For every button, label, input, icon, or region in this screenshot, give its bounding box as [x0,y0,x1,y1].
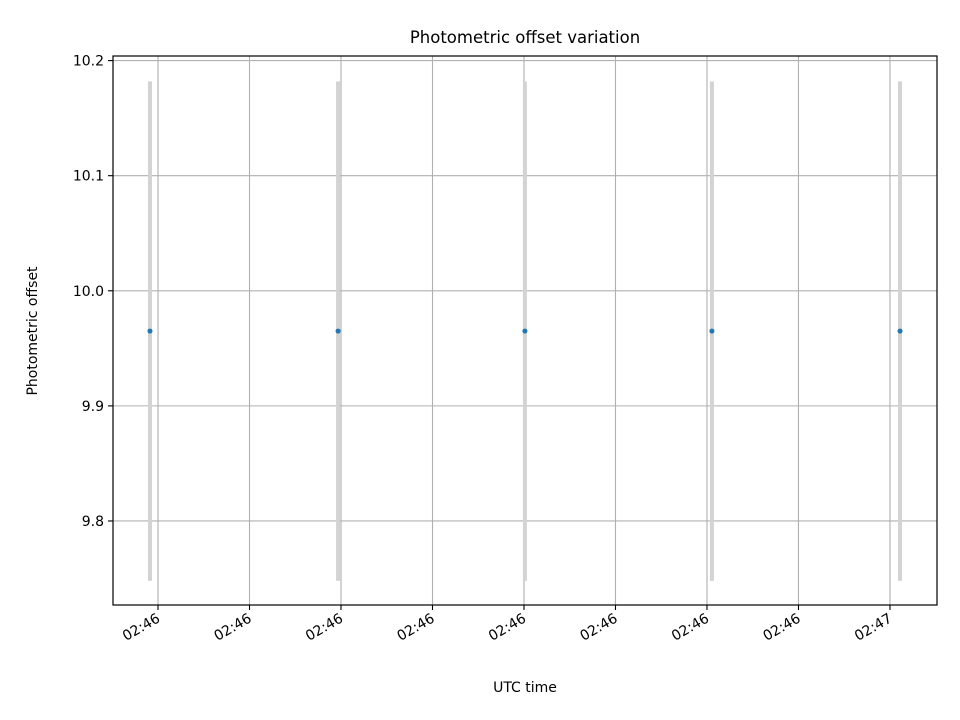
y-tick-label: 9.9 [82,399,104,415]
x-axis-label: UTC time [493,680,557,696]
data-point [897,328,903,334]
data-point [709,328,715,334]
y-tick-label: 10.2 [73,54,104,70]
chart-title: Photometric offset variation [410,28,640,47]
x-tick-label: 02:46 [486,611,529,645]
y-tick-label: 10.1 [73,169,104,185]
x-ticks: 02:46 02:46 02:46 02:46 02:46 02:46 02:46 02:46… [120,605,895,645]
x-tick-label: 02:46 [303,611,346,645]
y-tick-label: 10.0 [73,284,104,300]
x-tick-label: 02:46 [578,611,621,645]
x-tick-label: 02:46 [395,611,438,645]
plot-frame [112,55,938,606]
x-tick-label: 02:47 [852,611,895,645]
y-ticks: 9.8 9.9 10.0 10.1 10.2 [73,54,113,530]
y-tick-label: 9.8 [82,514,104,530]
x-tick-label: 02:46 [120,611,163,645]
data-point [522,328,528,334]
x-tick-label: 02:46 [761,611,804,645]
data-points [147,328,903,334]
data-point [147,328,153,334]
y-axis-label: Photometric offset [25,266,41,396]
data-point [335,328,341,334]
x-tick-label: 02:46 [212,611,255,645]
x-tick-label: 02:46 [669,611,712,645]
